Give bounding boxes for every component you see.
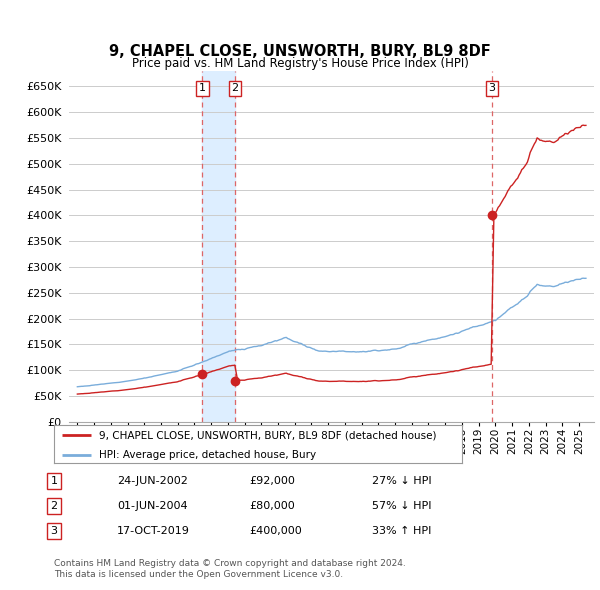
Text: 1: 1 bbox=[50, 476, 58, 486]
Text: Price paid vs. HM Land Registry's House Price Index (HPI): Price paid vs. HM Land Registry's House … bbox=[131, 57, 469, 70]
Text: 17-OCT-2019: 17-OCT-2019 bbox=[117, 526, 190, 536]
Text: HPI: Average price, detached house, Bury: HPI: Average price, detached house, Bury bbox=[99, 450, 316, 460]
Text: 57% ↓ HPI: 57% ↓ HPI bbox=[372, 501, 431, 510]
Text: 9, CHAPEL CLOSE, UNSWORTH, BURY, BL9 8DF (detached house): 9, CHAPEL CLOSE, UNSWORTH, BURY, BL9 8DF… bbox=[99, 430, 436, 440]
Text: 2: 2 bbox=[231, 83, 238, 93]
Text: 33% ↑ HPI: 33% ↑ HPI bbox=[372, 526, 431, 536]
Text: 24-JUN-2002: 24-JUN-2002 bbox=[117, 476, 188, 486]
Text: £80,000: £80,000 bbox=[249, 501, 295, 510]
Text: 27% ↓ HPI: 27% ↓ HPI bbox=[372, 476, 431, 486]
Text: Contains HM Land Registry data © Crown copyright and database right 2024.: Contains HM Land Registry data © Crown c… bbox=[54, 559, 406, 568]
Bar bbox=[202, 71, 235, 422]
Text: 3: 3 bbox=[488, 83, 496, 93]
Text: 1: 1 bbox=[199, 83, 206, 93]
Text: 9, CHAPEL CLOSE, UNSWORTH, BURY, BL9 8DF: 9, CHAPEL CLOSE, UNSWORTH, BURY, BL9 8DF bbox=[109, 44, 491, 59]
Text: 01-JUN-2004: 01-JUN-2004 bbox=[117, 501, 188, 510]
Text: £92,000: £92,000 bbox=[249, 476, 295, 486]
Text: 3: 3 bbox=[50, 526, 58, 536]
Text: This data is licensed under the Open Government Licence v3.0.: This data is licensed under the Open Gov… bbox=[54, 571, 343, 579]
Text: 2: 2 bbox=[50, 501, 58, 510]
Text: £400,000: £400,000 bbox=[249, 526, 302, 536]
